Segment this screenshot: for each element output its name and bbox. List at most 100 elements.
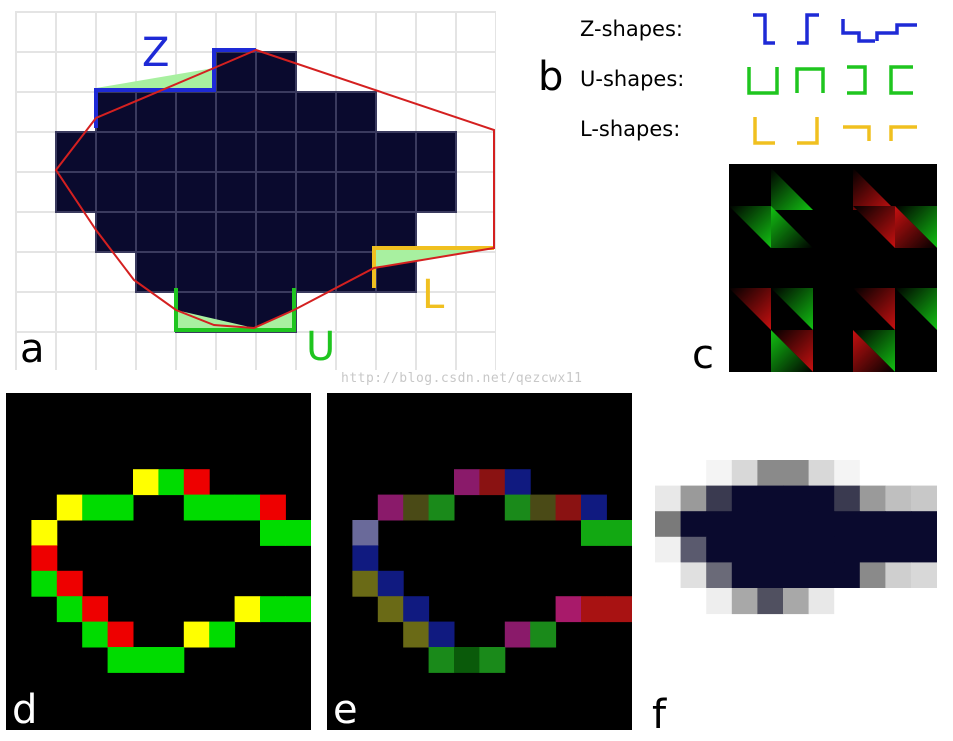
grid-cell	[375, 51, 417, 93]
blur-cell	[911, 485, 937, 512]
z-shape-outline	[94, 48, 256, 128]
edge-cell	[504, 469, 531, 496]
grid-cell	[135, 291, 177, 333]
blur-cell	[706, 536, 733, 563]
blur-cell	[706, 485, 733, 512]
edge-cell	[581, 596, 607, 623]
shape-cell	[255, 171, 297, 213]
blur-cell	[808, 536, 835, 563]
edge-cell	[107, 621, 134, 648]
shape-cell	[215, 91, 257, 133]
grid-cell	[455, 51, 496, 93]
blur-cell	[783, 536, 810, 563]
z-area-patch	[96, 68, 214, 88]
panel-a: Z U L a	[15, 11, 496, 370]
grid-cell	[175, 11, 217, 53]
grid-cell	[415, 11, 457, 53]
blur-cell	[706, 511, 733, 538]
edge-cell	[454, 647, 480, 673]
blur-cell	[655, 485, 682, 512]
shape-cell	[415, 131, 457, 173]
blur-cell	[911, 460, 937, 487]
blur-cell	[859, 588, 886, 615]
shape-cell	[95, 91, 137, 133]
shape-cell	[175, 251, 217, 293]
grid-cell	[95, 251, 137, 293]
edge-cell	[403, 494, 430, 521]
shape-cell	[335, 211, 377, 253]
kernel-triangle	[853, 206, 895, 248]
edge-cell	[479, 647, 506, 673]
blur-cell	[885, 588, 912, 615]
blur-cell	[859, 536, 886, 563]
blur-cell	[680, 460, 707, 487]
edge-cell	[234, 596, 261, 623]
blur-cell	[834, 460, 861, 487]
shape-cell	[215, 251, 257, 293]
edge-cell	[606, 596, 632, 623]
edge-cell	[82, 596, 109, 623]
panel-d: d	[6, 393, 311, 730]
l-shape-icon-2	[797, 117, 819, 145]
kernel-tiles	[729, 168, 937, 372]
edge-cell	[555, 596, 582, 623]
blur-cell	[885, 536, 912, 563]
shape-cell	[375, 131, 417, 173]
edge-cell	[581, 494, 607, 521]
grid-cell	[375, 11, 417, 53]
edge-cell	[56, 570, 83, 597]
shape-cell	[295, 171, 337, 213]
shape-cell	[95, 211, 137, 253]
l-annotation: L	[422, 272, 445, 318]
blur-cell	[808, 485, 835, 512]
edge-cell	[403, 621, 430, 648]
edge-cell	[260, 494, 286, 521]
u-annotation: U	[306, 324, 335, 370]
u-shape-icon-2	[795, 67, 825, 93]
grid-cell	[255, 11, 297, 53]
u-shape-icon-3	[847, 65, 867, 95]
blur-cell	[834, 511, 861, 538]
blurred-shape	[655, 460, 937, 615]
blur-cell	[655, 562, 682, 589]
blur-cell	[834, 536, 861, 563]
blur-cell	[757, 588, 784, 615]
u-shape-icon-4	[889, 65, 913, 95]
shape-cell	[255, 251, 297, 293]
edge-cell	[158, 647, 185, 673]
z-shape-icon-4	[875, 23, 917, 41]
contour-line	[54, 48, 495, 330]
panel-label-b: b	[538, 54, 563, 96]
blur-cell	[731, 511, 758, 538]
shape-cell	[295, 251, 337, 293]
grid-cell	[455, 171, 496, 213]
shape-cell	[295, 91, 337, 133]
z-shape-icon-3	[841, 19, 875, 43]
blur-cell	[808, 588, 835, 615]
grid-cell	[95, 11, 137, 53]
blur-cell	[655, 460, 682, 487]
panel-label-e: e	[333, 687, 358, 730]
edge-cell	[352, 520, 379, 546]
blur-cell	[859, 460, 886, 487]
grid-cell	[15, 211, 57, 253]
grid-cell	[335, 11, 377, 53]
l-shape-outline	[372, 246, 494, 288]
edge-cell	[581, 520, 607, 546]
shape-cell	[215, 131, 257, 173]
edge-cell	[31, 570, 58, 597]
blur-cell	[885, 562, 912, 589]
blur-cell	[680, 562, 707, 589]
grid-cell	[295, 51, 337, 93]
shape-cell	[135, 131, 177, 173]
shape-cell	[415, 171, 457, 213]
z-shape-icon-1	[753, 13, 775, 45]
shape-cell	[55, 131, 97, 173]
u-shape-icon-1	[747, 67, 779, 95]
grid-cell	[335, 331, 377, 370]
shape-cell	[215, 211, 257, 253]
panel-label-a: a	[20, 326, 45, 370]
grid-cell	[15, 171, 57, 213]
grid-cell	[415, 51, 457, 93]
legend-z-label: Z-shapes:	[580, 17, 683, 41]
